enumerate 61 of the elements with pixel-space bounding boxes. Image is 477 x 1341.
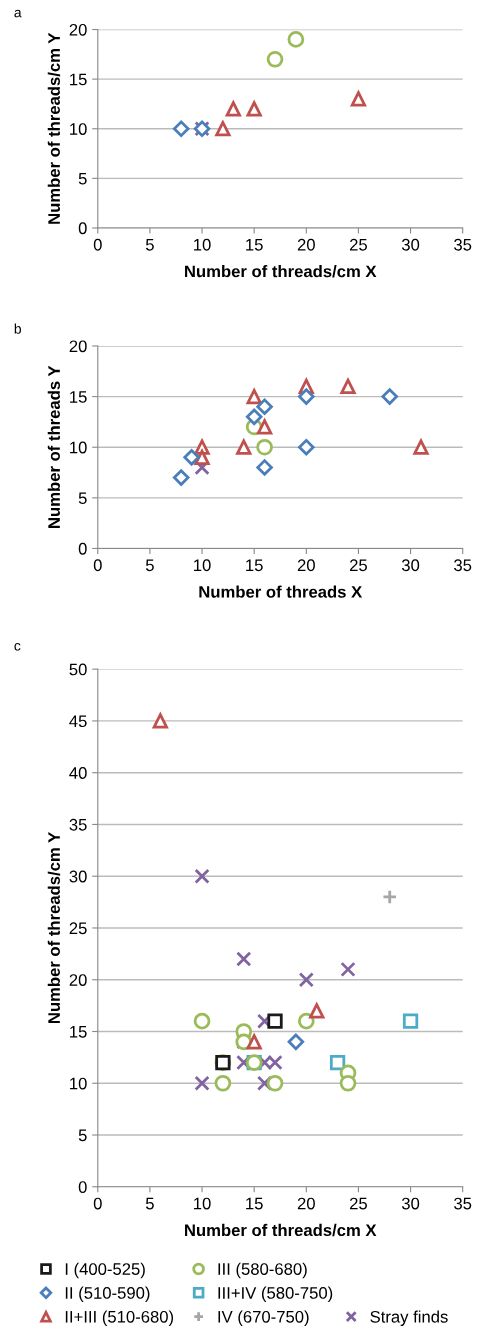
legend-label: III (580-680)	[218, 1262, 307, 1279]
x-tick-label: 0	[93, 238, 102, 251]
y-tick-label: 20	[69, 23, 87, 36]
x-tick-label: 20	[297, 559, 315, 572]
y-tick-label: 20	[69, 340, 87, 353]
y-tick-label: 5	[78, 172, 87, 185]
y-tick-label: 25	[69, 922, 87, 935]
y-tick-label: 15	[70, 73, 87, 86]
x-tick-label: 20	[297, 238, 315, 251]
legend-label: II+III (510-680)	[65, 1310, 174, 1326]
x-tick-label: 25	[350, 1197, 367, 1210]
y-tick-label: 10	[70, 441, 87, 454]
x-tick-label: 15	[246, 239, 263, 251]
y-tick-label: 15	[70, 1026, 87, 1038]
x-tick-label: 10	[194, 238, 211, 251]
x-tick-label: 5	[145, 239, 154, 251]
y-tick-label: 50	[69, 663, 87, 676]
x-tick-label: 10	[194, 1197, 211, 1210]
y-tick-label: 0	[78, 542, 87, 555]
x-tick-label: 20	[297, 1197, 315, 1210]
x-tick-label: 30	[401, 238, 420, 251]
y-tick-label: 0	[78, 1181, 87, 1193]
x-tick-label: 5	[145, 1197, 154, 1210]
chart-title: a	[14, 9, 22, 18]
y-axis-title: Number of threads/cm Y	[47, 32, 61, 224]
chart-title: c	[14, 643, 21, 651]
legend-label: II (510-590)	[65, 1286, 150, 1303]
y-tick-label: 10	[70, 123, 87, 135]
x-axis-title: Number of threads X	[199, 585, 363, 598]
x-tick-label: 5	[145, 559, 154, 572]
x-tick-label: 35	[454, 238, 472, 251]
x-tick-label: 0	[93, 559, 102, 572]
y-axis-title: Number of threads/cm Y	[47, 832, 61, 1024]
y-tick-label: 20	[69, 974, 87, 986]
x-tick-label: 35	[454, 559, 472, 572]
x-tick-label: 30	[401, 559, 420, 572]
y-axis-title: Number of threads Y	[47, 365, 60, 528]
legend-label: Stray finds	[370, 1310, 448, 1326]
legend-label: III+IV (580-750)	[218, 1286, 333, 1303]
legend-label: I (400-525)	[65, 1262, 145, 1279]
x-axis-title: Number of threads/cm X	[185, 1223, 377, 1237]
x-tick-label: 10	[194, 559, 211, 572]
y-tick-label: 15	[70, 391, 87, 403]
y-tick-label: 30	[69, 870, 87, 883]
x-axis-title: Number of threads/cm X	[185, 265, 377, 278]
chart-title: b	[14, 323, 21, 334]
x-tick-label: 35	[454, 1197, 472, 1210]
x-tick-label: 15	[246, 559, 263, 572]
y-tick-label: 35	[69, 818, 87, 831]
x-tick-label: 30	[401, 1197, 420, 1210]
x-tick-label: 15	[246, 1197, 263, 1210]
y-tick-label: 5	[78, 1129, 87, 1142]
x-tick-label: 25	[350, 238, 367, 251]
legend-label: IV (670-750)	[218, 1310, 309, 1326]
y-tick-label: 0	[78, 222, 87, 235]
x-tick-label: 25	[350, 559, 367, 572]
y-tick-label: 45	[69, 715, 87, 728]
y-tick-label: 40	[69, 767, 87, 779]
y-tick-label: 5	[78, 492, 87, 505]
x-tick-label: 0	[93, 1197, 102, 1210]
y-tick-label: 10	[70, 1077, 87, 1090]
